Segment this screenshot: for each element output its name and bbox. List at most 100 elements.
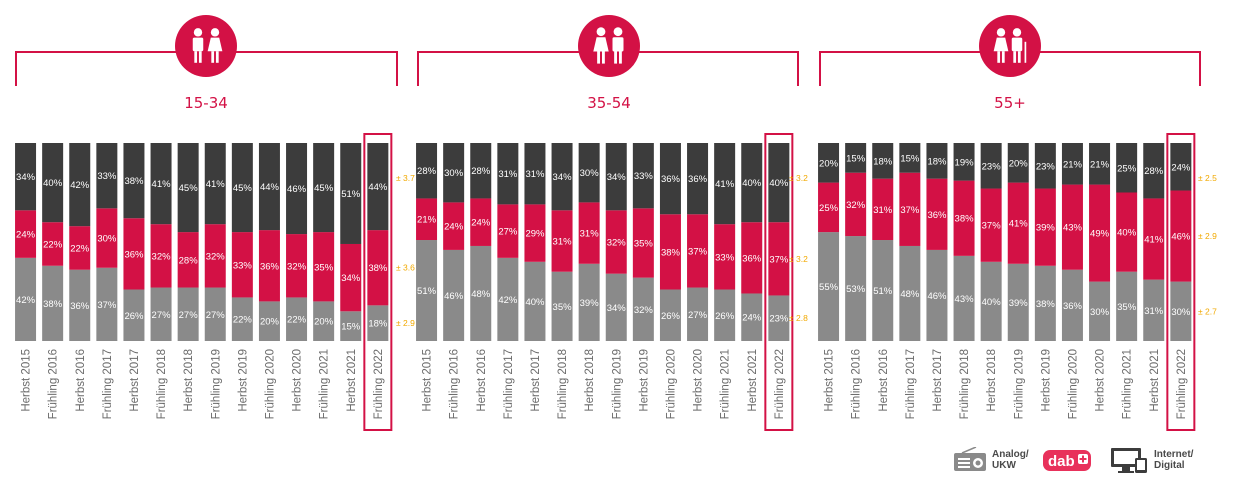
data-label-analog: 36%: [1063, 301, 1083, 312]
data-label-internet: 20%: [1009, 158, 1029, 169]
bar-segment-analog: [258, 301, 280, 341]
bar-segment-analog: [15, 257, 37, 341]
x-tick-label: Herbst 2015: [422, 349, 434, 412]
panel-title: 35-54: [587, 94, 631, 112]
data-label-internet: 24%: [1171, 162, 1191, 173]
bar-segment-dab: [123, 218, 145, 290]
bar-segment-internet: [470, 143, 492, 199]
data-label-analog: 27%: [179, 310, 199, 321]
data-label-dab: 35%: [634, 238, 654, 249]
bar-segment-dab: [150, 224, 172, 288]
legend-analog-line2: UKW: [992, 460, 1016, 471]
data-label-analog: 22%: [233, 315, 253, 326]
x-tick-label: Herbst 2021: [747, 349, 759, 412]
legend-item-internet: Internet/ Digital: [1110, 442, 1193, 478]
bar-segment-internet: [845, 143, 867, 173]
bar-segment-internet: [42, 143, 64, 223]
bar-segment-analog: [980, 261, 1002, 341]
data-label-internet: 28%: [417, 166, 437, 177]
margin-of-error-dab: ± 2.9: [1198, 231, 1217, 241]
data-label-analog: 18%: [368, 319, 388, 330]
chart-panel-55+: 55+ 55% 25% 20% Herbst 2015 53% 32% 15% Frühling…: [818, 15, 1217, 431]
bar-segment-dab: [899, 172, 921, 246]
data-label-internet: 30%: [580, 168, 600, 179]
bar-segment-dab: [632, 208, 654, 278]
data-label-analog: 39%: [580, 298, 600, 309]
bar-segment-internet: [69, 143, 91, 227]
x-tick-label: Herbst 2019: [237, 349, 249, 412]
bar-segment-dab: [1089, 184, 1111, 282]
bar-segment-internet: [605, 143, 627, 211]
data-label-internet: 45%: [233, 183, 253, 194]
bar-segment-analog: [1143, 279, 1165, 341]
bar-segment-dab: [741, 222, 763, 294]
data-label-internet: 51%: [341, 189, 361, 200]
data-label-internet: 21%: [1090, 159, 1110, 170]
bar-segment-internet: [1170, 143, 1192, 191]
bar-segment-internet: [313, 143, 335, 233]
data-label-internet: 41%: [152, 179, 172, 190]
bar-segment-internet: [340, 143, 362, 244]
bar-segment-internet: [1007, 143, 1029, 183]
data-label-analog: 35%: [553, 302, 573, 313]
data-label-dab: 41%: [1144, 235, 1164, 246]
computer-devices-icon: [1111, 448, 1147, 473]
x-tick-label: Herbst 2019: [1040, 349, 1052, 412]
x-tick-label: Herbst 2021: [346, 349, 358, 412]
data-label-analog: 53%: [846, 284, 866, 295]
data-label-internet: 42%: [70, 180, 90, 191]
bar-segment-internet: [204, 143, 226, 225]
bar-segment-dab: [15, 210, 37, 258]
bar-segment-internet: [177, 143, 199, 233]
data-label-dab: 43%: [1063, 223, 1083, 234]
bar-segment-analog: [96, 267, 118, 341]
bar-segment-analog: [1170, 281, 1192, 341]
margin-of-error-internet: ± 3.7: [396, 173, 415, 183]
bar-segment-dab: [443, 202, 465, 250]
margin-of-error-internet: ± 3.2: [789, 173, 808, 183]
data-label-dab: 33%: [233, 260, 253, 271]
bar-segment-internet: [899, 143, 921, 173]
bar-segment-dab: [1116, 192, 1138, 272]
data-label-internet: 33%: [97, 171, 117, 182]
data-label-dab: 37%: [688, 246, 708, 257]
data-label-analog: 39%: [1009, 298, 1029, 309]
bar-segment-dab: [818, 182, 840, 233]
x-tick-label: Herbst 2015: [21, 349, 33, 412]
data-label-internet: 30%: [444, 168, 464, 179]
data-label-internet: 44%: [368, 182, 388, 193]
data-label-internet: 46%: [287, 184, 307, 195]
bar-segment-internet: [1089, 143, 1111, 185]
data-label-internet: 45%: [179, 183, 199, 194]
bar-segment-dab: [42, 222, 64, 266]
bar-segment-internet: [1034, 143, 1056, 189]
data-label-dab: 36%: [927, 210, 947, 221]
bar-segment-analog: [340, 311, 362, 341]
bar-segment-internet: [872, 143, 894, 179]
margin-of-error-analog: ± 2.8: [789, 313, 808, 323]
data-label-internet: 45%: [314, 183, 334, 194]
x-tick-label: Frühling 2022: [373, 349, 385, 419]
x-tick-label: Frühling 2020: [665, 349, 677, 419]
bar-segment-internet: [443, 143, 465, 203]
x-tick-label: Frühling 2020: [264, 349, 276, 419]
margin-of-error-dab: ± 3.6: [396, 263, 415, 273]
radio-icon: [954, 447, 986, 471]
data-label-dab: 31%: [580, 229, 600, 240]
data-label-dab: 30%: [97, 234, 117, 245]
data-label-analog: 20%: [314, 317, 334, 328]
data-label-analog: 38%: [1036, 299, 1056, 310]
legend: Analog/ UKW dab Internet/ Digital: [952, 442, 1232, 478]
bar-segment-analog: [313, 301, 335, 341]
data-label-dab: 46%: [1171, 232, 1191, 243]
bar-segment-internet: [1061, 143, 1083, 185]
data-label-dab: 39%: [1036, 223, 1056, 234]
bar-segment-analog: [632, 277, 654, 341]
bar-segment-internet: [632, 143, 654, 209]
bar-segment-dab: [497, 204, 519, 258]
data-label-dab: 32%: [607, 238, 627, 249]
bar-segment-analog: [1061, 269, 1083, 341]
data-label-analog: 23%: [769, 314, 789, 325]
bar-segment-dab: [872, 178, 894, 241]
bar-segment-internet: [150, 143, 172, 225]
